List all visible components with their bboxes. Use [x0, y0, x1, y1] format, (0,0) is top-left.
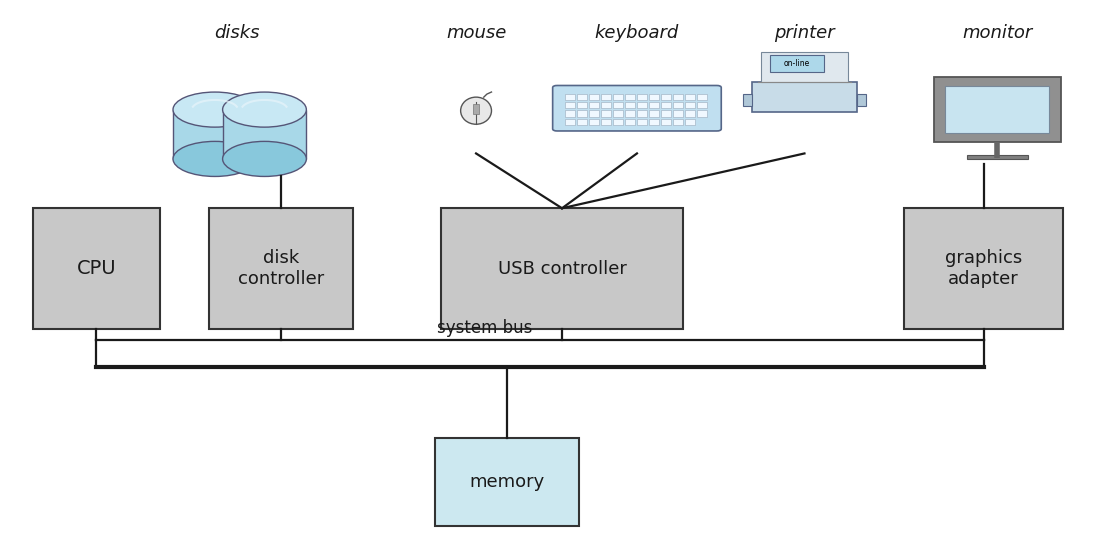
FancyBboxPatch shape — [649, 102, 659, 109]
FancyBboxPatch shape — [613, 94, 623, 100]
FancyBboxPatch shape — [661, 94, 671, 100]
FancyBboxPatch shape — [601, 102, 611, 109]
FancyBboxPatch shape — [588, 119, 598, 125]
FancyBboxPatch shape — [576, 110, 586, 117]
FancyBboxPatch shape — [601, 119, 611, 125]
FancyBboxPatch shape — [588, 102, 598, 109]
Text: on-line: on-line — [784, 59, 810, 68]
FancyBboxPatch shape — [552, 85, 721, 131]
FancyBboxPatch shape — [673, 119, 683, 125]
Text: mouse: mouse — [446, 24, 506, 42]
FancyBboxPatch shape — [564, 119, 574, 125]
FancyBboxPatch shape — [435, 438, 579, 526]
FancyBboxPatch shape — [637, 110, 647, 117]
Bar — [934, 77, 1060, 142]
FancyBboxPatch shape — [625, 102, 635, 109]
Text: system bus: system bus — [437, 319, 532, 337]
FancyBboxPatch shape — [564, 94, 574, 100]
Bar — [752, 82, 857, 112]
FancyBboxPatch shape — [576, 102, 586, 109]
FancyBboxPatch shape — [588, 94, 598, 100]
Text: CPU: CPU — [77, 259, 116, 278]
Ellipse shape — [173, 92, 257, 127]
FancyBboxPatch shape — [685, 119, 695, 125]
Bar — [173, 110, 257, 159]
Ellipse shape — [223, 92, 306, 127]
FancyBboxPatch shape — [576, 94, 586, 100]
Ellipse shape — [461, 97, 491, 124]
FancyBboxPatch shape — [576, 119, 586, 125]
FancyBboxPatch shape — [601, 94, 611, 100]
FancyBboxPatch shape — [649, 119, 659, 125]
FancyBboxPatch shape — [613, 119, 623, 125]
Bar — [743, 94, 752, 106]
Text: monitor: monitor — [962, 24, 1033, 42]
Text: keyboard: keyboard — [595, 24, 679, 42]
FancyBboxPatch shape — [904, 208, 1063, 329]
Bar — [946, 86, 1049, 133]
FancyBboxPatch shape — [698, 94, 707, 100]
FancyBboxPatch shape — [661, 110, 671, 117]
Ellipse shape — [173, 141, 257, 176]
Text: disk
controller: disk controller — [238, 249, 324, 288]
FancyBboxPatch shape — [685, 94, 695, 100]
FancyBboxPatch shape — [625, 94, 635, 100]
FancyBboxPatch shape — [649, 110, 659, 117]
FancyBboxPatch shape — [685, 102, 695, 109]
Text: USB controller: USB controller — [498, 260, 626, 277]
FancyBboxPatch shape — [661, 119, 671, 125]
FancyBboxPatch shape — [588, 110, 598, 117]
Text: printer: printer — [774, 24, 835, 42]
FancyBboxPatch shape — [637, 119, 647, 125]
FancyBboxPatch shape — [441, 208, 683, 329]
FancyBboxPatch shape — [673, 110, 683, 117]
FancyBboxPatch shape — [698, 102, 707, 109]
FancyBboxPatch shape — [209, 208, 353, 329]
Bar — [473, 105, 479, 115]
FancyBboxPatch shape — [564, 102, 574, 109]
Text: graphics
adapter: graphics adapter — [944, 249, 1023, 288]
Bar — [223, 110, 306, 159]
Text: memory: memory — [469, 473, 544, 491]
FancyBboxPatch shape — [685, 110, 695, 117]
Bar — [769, 55, 824, 72]
FancyBboxPatch shape — [564, 110, 574, 117]
FancyBboxPatch shape — [698, 110, 707, 117]
FancyBboxPatch shape — [601, 110, 611, 117]
FancyBboxPatch shape — [613, 102, 623, 109]
Text: disks: disks — [214, 24, 260, 42]
FancyBboxPatch shape — [625, 110, 635, 117]
FancyBboxPatch shape — [673, 94, 683, 100]
FancyBboxPatch shape — [625, 119, 635, 125]
FancyBboxPatch shape — [637, 94, 647, 100]
Ellipse shape — [223, 141, 306, 176]
FancyBboxPatch shape — [661, 102, 671, 109]
FancyBboxPatch shape — [649, 94, 659, 100]
FancyBboxPatch shape — [673, 102, 683, 109]
FancyBboxPatch shape — [33, 208, 160, 329]
FancyBboxPatch shape — [613, 110, 623, 117]
Bar — [857, 94, 866, 106]
Bar — [968, 155, 1028, 159]
Bar — [760, 52, 849, 82]
FancyBboxPatch shape — [637, 102, 647, 109]
